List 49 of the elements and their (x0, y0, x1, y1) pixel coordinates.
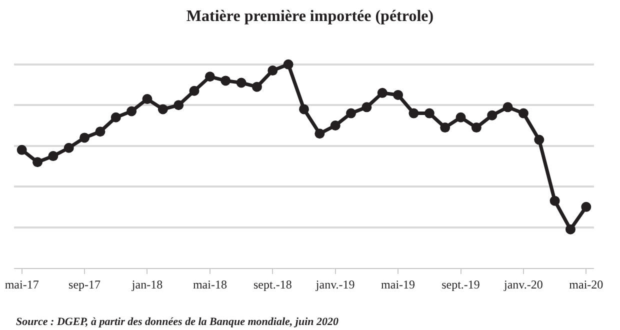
source-note: Source : DGEP, à partir des données de la Banque mondiale, juin 2020 (16, 316, 339, 328)
point (283, 59, 294, 70)
point (487, 110, 498, 120)
point (346, 108, 356, 118)
point (48, 151, 58, 162)
point (424, 108, 434, 118)
point (142, 94, 152, 104)
x-tick-label: mai-20 (569, 277, 604, 292)
point (377, 88, 388, 98)
x-tick-label: janv.-20 (503, 277, 543, 292)
point (314, 128, 325, 139)
point (174, 100, 184, 110)
x-tick-label: mai-18 (192, 277, 227, 292)
point (236, 78, 246, 88)
point (268, 66, 278, 76)
point (581, 202, 592, 212)
point (502, 102, 513, 112)
x-tick-label: sept.-19 (442, 277, 480, 292)
x-tick-label: janv.-19 (314, 277, 355, 292)
point (471, 122, 482, 133)
point (204, 72, 215, 82)
x-tick-label: jan-18 (130, 277, 163, 292)
point (220, 76, 231, 86)
point (456, 112, 466, 122)
point (330, 120, 340, 130)
chart-title: Matière première importée (pétrole) (186, 8, 434, 26)
point (299, 104, 309, 114)
x-tick-label: mai-17 (4, 277, 39, 292)
point (362, 102, 372, 112)
point (16, 144, 27, 155)
point (126, 106, 137, 116)
point (80, 132, 90, 143)
x-tick-label: sep-17 (68, 277, 101, 292)
point (32, 157, 43, 168)
point (518, 108, 528, 118)
point (64, 142, 74, 153)
point (95, 126, 106, 137)
point (565, 224, 576, 234)
point (393, 90, 404, 100)
x-tick-label: mai-19 (381, 277, 416, 292)
point (252, 82, 262, 92)
point (158, 104, 168, 114)
point (440, 122, 450, 133)
point (534, 134, 544, 145)
point (189, 86, 200, 96)
x-tick-label: sept.-18 (253, 277, 292, 292)
point (408, 108, 419, 118)
point (550, 196, 560, 206)
point (110, 112, 121, 122)
